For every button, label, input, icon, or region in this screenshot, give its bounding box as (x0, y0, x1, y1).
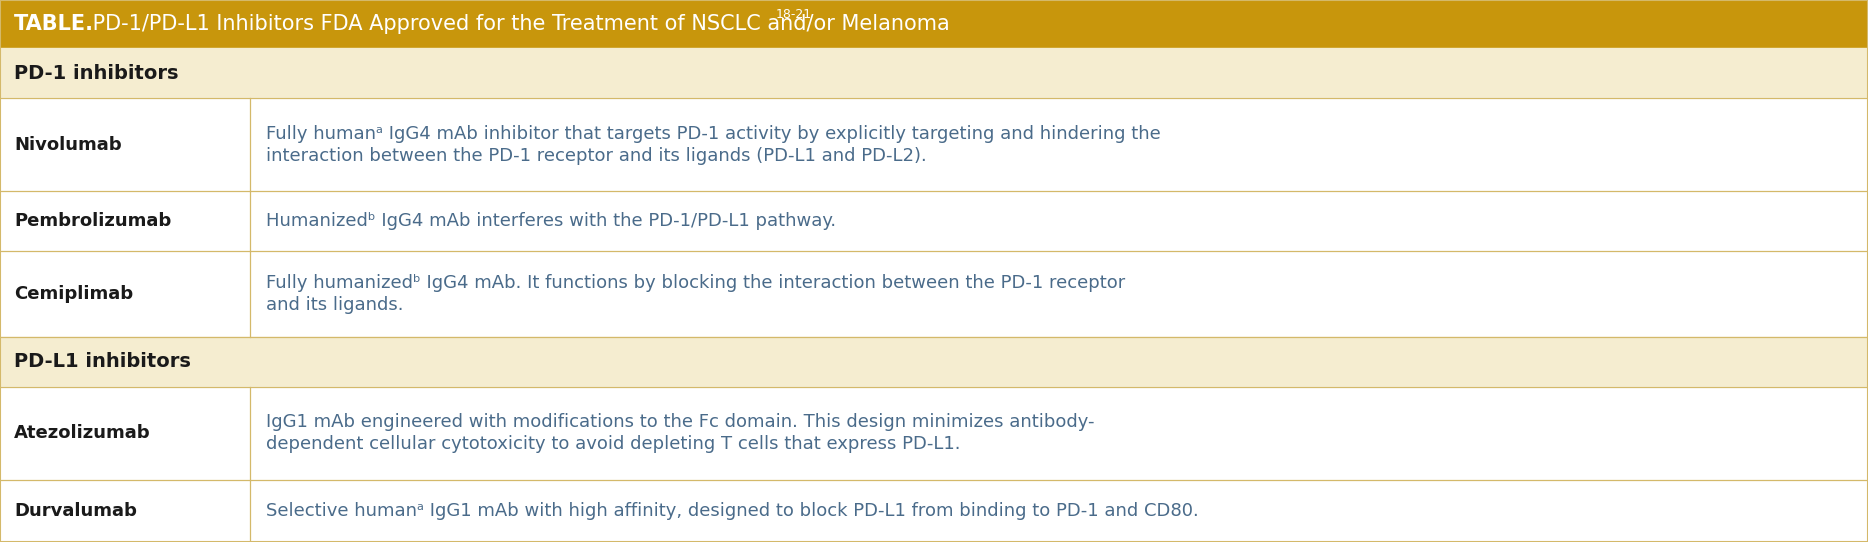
Text: interaction between the PD-1 receptor and its ligands (PD-L1 and PD-L2).: interaction between the PD-1 receptor an… (265, 147, 927, 165)
Text: Fully humanᵃ IgG4 mAb inhibitor that targets PD-1 activity by explicitly targeti: Fully humanᵃ IgG4 mAb inhibitor that tar… (265, 125, 1160, 143)
Text: dependent cellular cytotoxicity to avoid depleting T cells that express PD-L1.: dependent cellular cytotoxicity to avoid… (265, 435, 960, 454)
Text: PD-1/PD-L1 Inhibitors FDA Approved for the Treatment of NSCLC and/or Melanoma: PD-1/PD-L1 Inhibitors FDA Approved for t… (86, 14, 949, 34)
Bar (0, 191, 1868, 251)
Bar (0, 251, 1868, 337)
Text: Atezolizumab: Atezolizumab (13, 424, 151, 442)
Text: and its ligands.: and its ligands. (265, 296, 403, 314)
Text: PD-L1 inhibitors: PD-L1 inhibitors (13, 352, 191, 371)
Text: Selective humanᵃ IgG1 mAb with high affinity, designed to block PD-L1 from bindi: Selective humanᵃ IgG1 mAb with high affi… (265, 502, 1199, 520)
Bar (0, 337, 1868, 387)
Bar (0, 480, 1868, 542)
Text: 18-21: 18-21 (775, 9, 813, 22)
Bar (0, 98, 1868, 191)
Bar (0, 48, 1868, 98)
Text: Fully humanizedᵇ IgG4 mAb. It functions by blocking the interaction between the : Fully humanizedᵇ IgG4 mAb. It functions … (265, 274, 1125, 292)
Bar (0, 387, 1868, 480)
Text: TABLE.: TABLE. (13, 14, 93, 34)
Text: Cemiplimab: Cemiplimab (13, 285, 133, 303)
Text: IgG1 mAb engineered with modifications to the Fc domain. This design minimizes a: IgG1 mAb engineered with modifications t… (265, 414, 1095, 431)
Bar (0, 0, 1868, 48)
Text: Humanizedᵇ IgG4 mAb interferes with the PD-1/PD-L1 pathway.: Humanizedᵇ IgG4 mAb interferes with the … (265, 212, 837, 230)
Text: Durvalumab: Durvalumab (13, 502, 136, 520)
Text: Pembrolizumab: Pembrolizumab (13, 212, 172, 230)
Text: Nivolumab: Nivolumab (13, 136, 121, 153)
Text: PD-1 inhibitors: PD-1 inhibitors (13, 63, 179, 82)
